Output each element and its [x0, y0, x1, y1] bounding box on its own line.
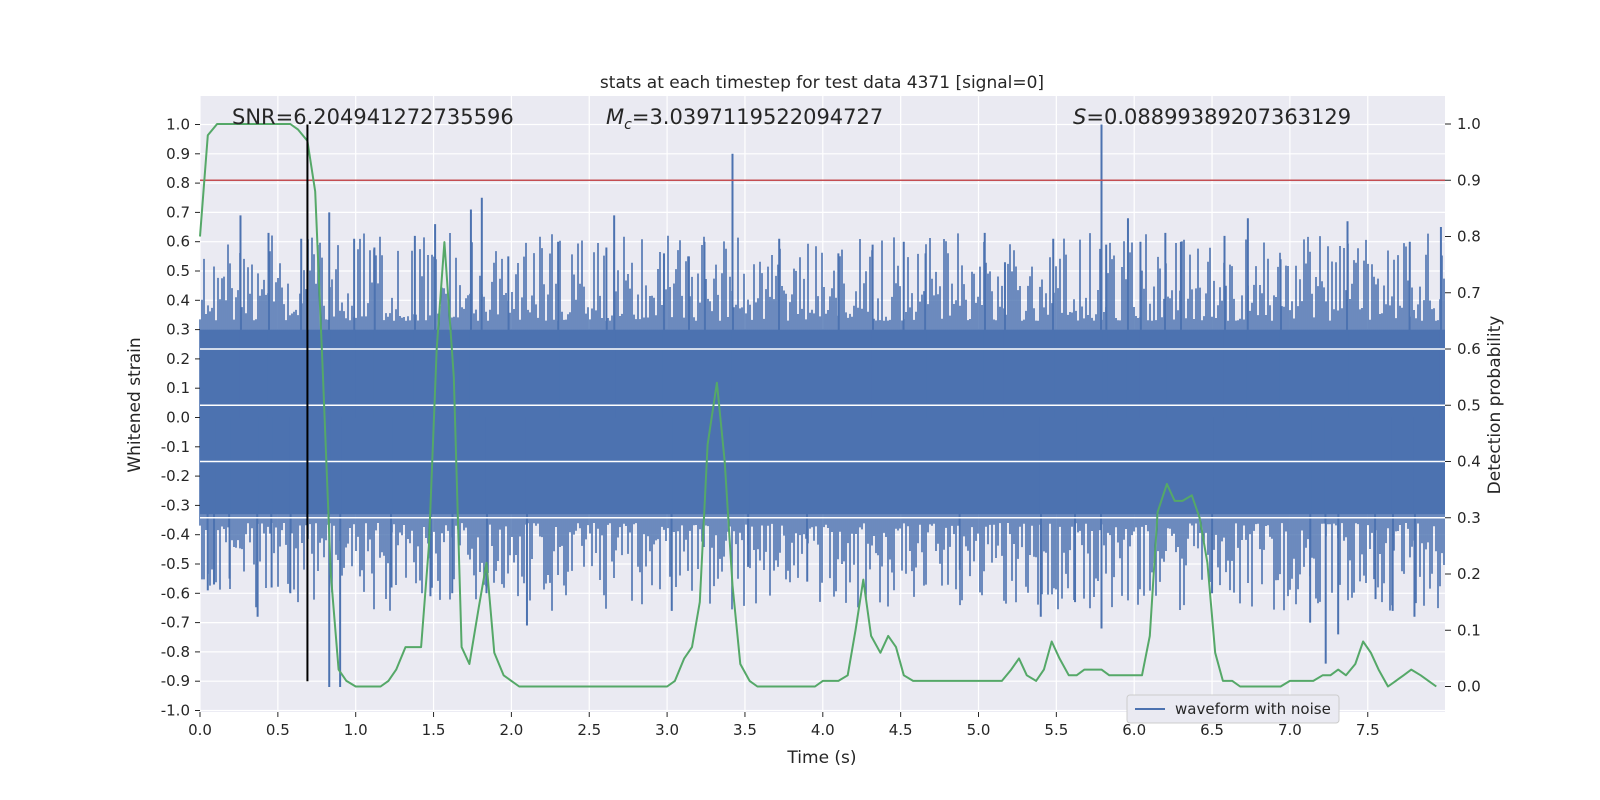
x-tick-label: 0.5	[266, 721, 290, 739]
x-tick-label: 5.0	[967, 721, 991, 739]
y2-tick-label: 0.4	[1457, 453, 1481, 471]
y2-tick-label: 0.7	[1457, 284, 1481, 302]
y-ticks: 1.0 0.9 0.8 0.7 0.6 0.5 0.4 0.3 0.2 0.1 0.0 -0.1 -0.…	[161, 116, 200, 720]
x-tick-label: 7.5	[1356, 721, 1380, 739]
snr-equals: =	[276, 105, 294, 129]
mc-subscript: c	[624, 117, 632, 133]
y-tick-label: -0.7	[161, 614, 190, 632]
x-axis-label: Time (s)	[786, 748, 856, 768]
legend-label-waveform: waveform with noise	[1175, 700, 1331, 718]
y-tick-label: 0.2	[166, 350, 190, 368]
x-tick-label: 2.5	[577, 721, 601, 739]
probability-series	[199, 123, 1437, 688]
legend-box	[1126, 694, 1340, 724]
y2-tick-label: 0.8	[1457, 228, 1481, 246]
y2-tick-label: 1.0	[1457, 115, 1481, 133]
y-axis-label: Whitened strain	[125, 337, 145, 472]
y-tick-label: -0.4	[161, 526, 190, 544]
y-tick-label: -0.5	[161, 555, 190, 573]
x-tick-label: 2.0	[499, 721, 523, 739]
mc-annotation: Mc=3.0397119522094727	[606, 105, 883, 133]
mc-value: 3.0397119522094727	[649, 105, 883, 129]
y2-tick-label: 0.1	[1457, 621, 1481, 639]
y2-ticks: 1.0 0.9 0.8 0.7 0.6 0.5 0.4 0.3 0.2 0.1 0.0	[1445, 115, 1481, 696]
x-tick-label: 5.5	[1044, 721, 1068, 739]
x-tick-label: 1.0	[344, 721, 368, 739]
s-value: 0.08899389207363129	[1104, 105, 1351, 129]
y-tick-label: 0.8	[166, 174, 190, 192]
snr-annotation: SNR=6.204941272735596	[232, 105, 514, 129]
x-tick-label: 4.0	[811, 721, 835, 739]
chart-title: stats at each timestep for test data 437…	[600, 73, 1044, 93]
snr-prefix: SNR	[232, 105, 276, 129]
y-tick-label: -0.3	[161, 496, 190, 514]
s-equals: =	[1086, 105, 1104, 129]
y-tick-label: -1.0	[161, 702, 190, 720]
y-tick-label: -0.8	[161, 643, 190, 661]
mc-symbol: M	[606, 105, 624, 129]
s-annotation: S=0.08899389207363129	[1073, 105, 1351, 129]
probability-line	[199, 123, 1437, 688]
x-ticks: 0.0 0.5 1.0 1.5 2.0 2.5 3.0 3.5 4.0 4.5 5.0 5.5 6.0 6…	[188, 712, 1380, 739]
x-tick-label: 1.5	[422, 721, 446, 739]
x-tick-label: 7.0	[1278, 721, 1302, 739]
x-tick-label: 3.5	[733, 721, 757, 739]
y2-tick-label: 0.3	[1457, 509, 1481, 527]
snr-value: 6.204941272735596	[293, 105, 513, 129]
y-tick-label: 0.4	[166, 291, 190, 309]
y-tick-label: 1.0	[166, 116, 190, 134]
y-tick-label: 0.3	[166, 321, 190, 339]
mc-equals: =	[632, 105, 650, 129]
waveform-series	[199, 124, 1445, 688]
y-tick-label: 0.5	[166, 262, 190, 280]
legend: waveform with noise	[1126, 694, 1340, 724]
s-symbol: S	[1073, 105, 1086, 129]
x-tick-label: 3.0	[655, 721, 679, 739]
y-tick-label: -0.1	[161, 438, 190, 456]
y-tick-label: -0.9	[161, 672, 190, 690]
x-tick-label: 0.0	[188, 721, 212, 739]
x-tick-label: 6.5	[1200, 721, 1224, 739]
y2-tick-label: 0.2	[1457, 565, 1481, 583]
y-tick-label: -0.6	[161, 584, 190, 602]
y2-tick-label: 0.9	[1457, 171, 1481, 189]
y-tick-label: 0.1	[166, 379, 190, 397]
y2-tick-label: 0.6	[1457, 340, 1481, 358]
y-tick-label: 0.6	[166, 233, 190, 251]
y2-tick-label: 0.0	[1457, 678, 1481, 696]
core-grid-lines	[200, 348, 1445, 519]
y-tick-label: 0.9	[166, 145, 190, 163]
x-tick-label: 4.5	[889, 721, 913, 739]
x-tick-label: 6.0	[1122, 721, 1146, 739]
y-tick-label: -0.2	[161, 467, 190, 485]
y2-axis-label: Detection probability	[1485, 316, 1505, 495]
y2-tick-label: 0.5	[1457, 396, 1481, 414]
y-tick-label: 0.7	[166, 203, 190, 221]
y-tick-label: 0.0	[166, 409, 190, 427]
